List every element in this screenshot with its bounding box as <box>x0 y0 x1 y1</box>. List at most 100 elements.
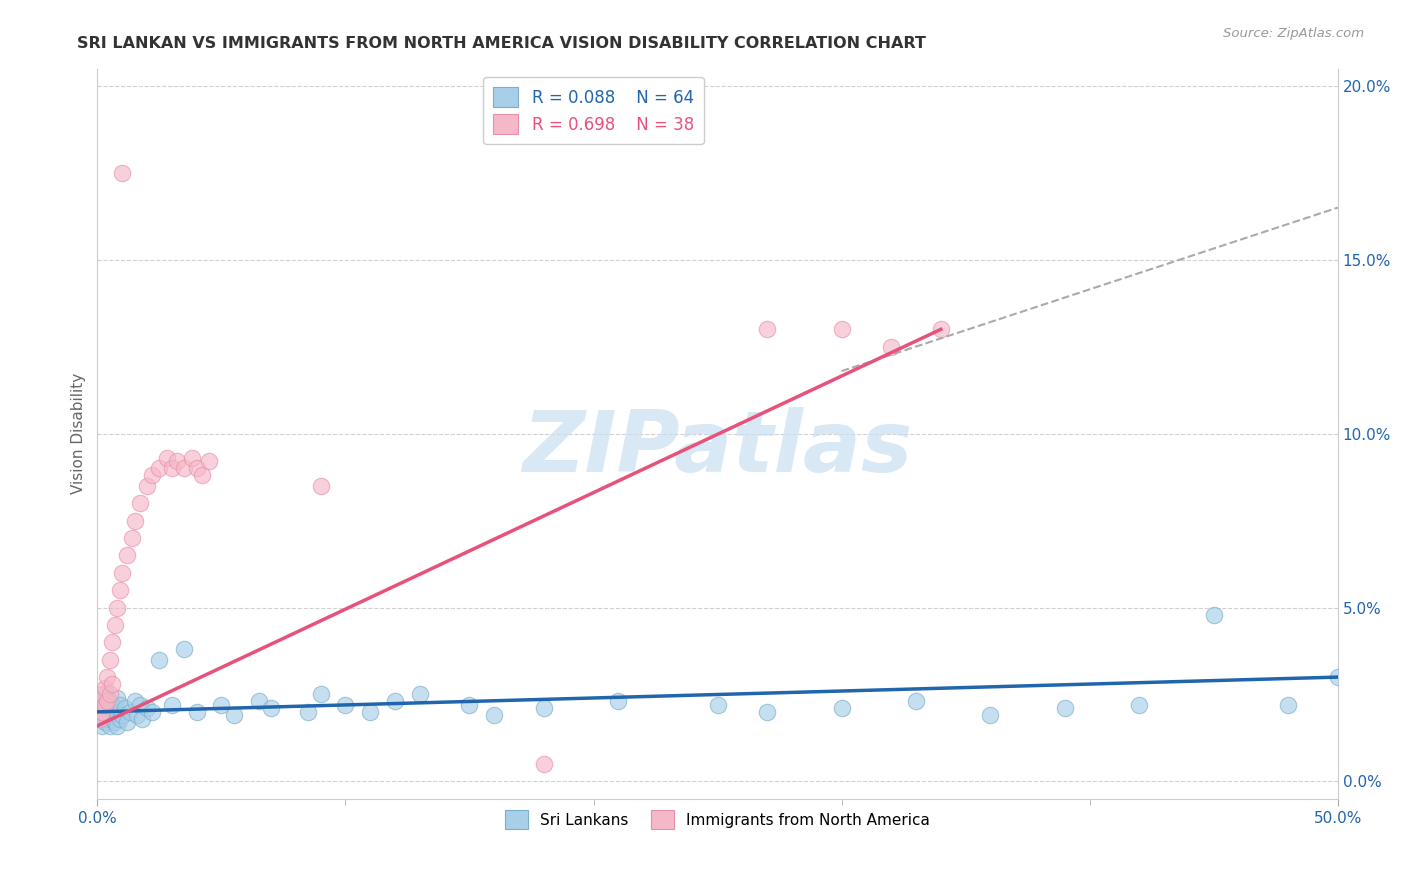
Point <box>94 698 117 712</box>
Text: Source: ZipAtlas.com: Source: ZipAtlas.com <box>1223 27 1364 40</box>
Point <box>160 698 183 712</box>
Point <box>105 705 128 719</box>
Point <box>148 461 170 475</box>
Point <box>173 461 195 475</box>
Point <box>104 701 127 715</box>
Point <box>756 322 779 336</box>
Point <box>929 322 952 336</box>
Point <box>114 701 136 715</box>
Point <box>831 701 853 715</box>
Point <box>533 701 555 715</box>
Point <box>297 705 319 719</box>
Point <box>89 694 111 708</box>
Point <box>905 694 928 708</box>
Point <box>458 698 481 712</box>
Point <box>131 712 153 726</box>
Point <box>94 698 117 712</box>
Point <box>880 340 903 354</box>
Point <box>309 688 332 702</box>
Legend: Sri Lankans, Immigrants from North America: Sri Lankans, Immigrants from North Ameri… <box>499 805 936 835</box>
Point <box>98 688 121 702</box>
Point <box>125 708 148 723</box>
Point <box>118 705 141 719</box>
Point <box>105 600 128 615</box>
Point <box>96 712 118 726</box>
Point <box>111 566 134 580</box>
Point <box>166 454 188 468</box>
Point <box>94 688 117 702</box>
Point <box>101 635 124 649</box>
Text: SRI LANKAN VS IMMIGRANTS FROM NORTH AMERICA VISION DISABILITY CORRELATION CHART: SRI LANKAN VS IMMIGRANTS FROM NORTH AMER… <box>77 36 927 51</box>
Point <box>105 719 128 733</box>
Point <box>533 757 555 772</box>
Point <box>1202 607 1225 622</box>
Point <box>1326 670 1348 684</box>
Point <box>91 708 114 723</box>
Point <box>124 694 146 708</box>
Point <box>1277 698 1299 712</box>
Point <box>91 701 114 715</box>
Point <box>89 705 111 719</box>
Point <box>89 712 111 726</box>
Point <box>359 705 381 719</box>
Point <box>91 694 114 708</box>
Point <box>198 454 221 468</box>
Point <box>1128 698 1150 712</box>
Point <box>706 698 728 712</box>
Point <box>94 715 117 730</box>
Point <box>141 468 163 483</box>
Point <box>104 618 127 632</box>
Point <box>222 708 245 723</box>
Point <box>173 642 195 657</box>
Point <box>186 705 208 719</box>
Point <box>104 715 127 730</box>
Point <box>108 712 131 726</box>
Point <box>607 694 630 708</box>
Point <box>128 496 150 510</box>
Point <box>115 549 138 563</box>
Point <box>98 653 121 667</box>
Point <box>136 701 159 715</box>
Point <box>105 690 128 705</box>
Point <box>141 705 163 719</box>
Point <box>96 694 118 708</box>
Point <box>484 708 506 723</box>
Point <box>96 701 118 715</box>
Point <box>111 708 134 723</box>
Point <box>384 694 406 708</box>
Point <box>309 479 332 493</box>
Point <box>209 698 232 712</box>
Point <box>121 531 143 545</box>
Point <box>94 705 117 719</box>
Point <box>128 698 150 712</box>
Point <box>98 719 121 733</box>
Point <box>335 698 357 712</box>
Point <box>94 681 117 695</box>
Point <box>190 468 212 483</box>
Point <box>108 583 131 598</box>
Point <box>108 698 131 712</box>
Point <box>91 705 114 719</box>
Y-axis label: Vision Disability: Vision Disability <box>72 373 86 494</box>
Point <box>180 450 202 465</box>
Point <box>111 166 134 180</box>
Point <box>101 712 124 726</box>
Point <box>89 698 111 712</box>
Point <box>91 719 114 733</box>
Point <box>156 450 179 465</box>
Point <box>91 688 114 702</box>
Point <box>124 514 146 528</box>
Point <box>1053 701 1076 715</box>
Point <box>979 708 1001 723</box>
Point <box>98 694 121 708</box>
Point <box>101 677 124 691</box>
Point <box>409 688 432 702</box>
Point <box>247 694 270 708</box>
Point <box>756 705 779 719</box>
Point <box>98 708 121 723</box>
Point <box>260 701 283 715</box>
Point <box>96 670 118 684</box>
Point <box>186 461 208 475</box>
Point <box>136 479 159 493</box>
Point <box>148 653 170 667</box>
